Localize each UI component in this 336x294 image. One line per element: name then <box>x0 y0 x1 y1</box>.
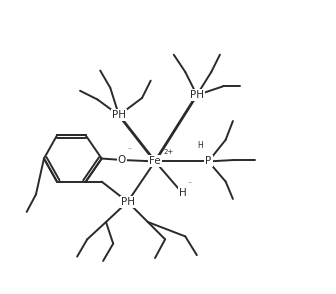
Text: H: H <box>178 188 186 198</box>
Text: ⁻: ⁻ <box>127 145 131 154</box>
Text: PH: PH <box>190 90 204 100</box>
Text: PH: PH <box>121 197 135 207</box>
Text: O: O <box>118 155 126 165</box>
Text: Fe: Fe <box>149 156 161 166</box>
Text: H: H <box>197 141 203 151</box>
Text: 2+: 2+ <box>163 149 173 155</box>
Text: PH: PH <box>112 110 126 120</box>
Text: ⁻: ⁻ <box>187 179 192 188</box>
Text: P: P <box>205 156 211 166</box>
